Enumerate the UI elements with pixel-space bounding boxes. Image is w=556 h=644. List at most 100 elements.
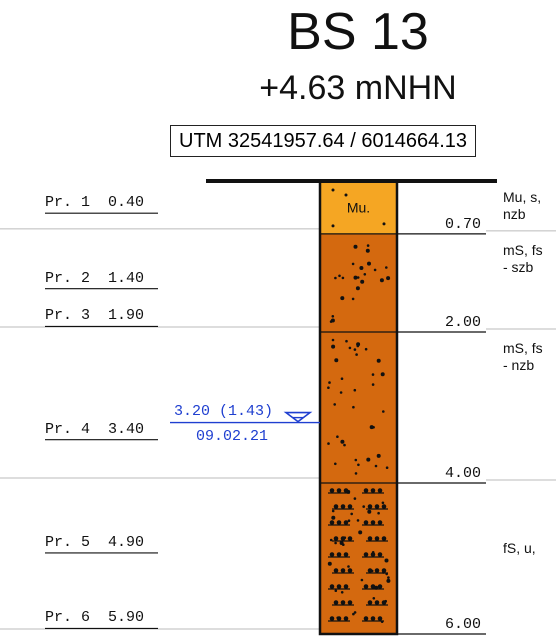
silt-grain	[370, 584, 376, 589]
grain-dot	[355, 353, 358, 356]
grain-dot	[373, 268, 377, 272]
grain-dot	[358, 530, 363, 535]
grain-dot	[371, 373, 375, 376]
silt-grain	[381, 504, 387, 509]
grain-dot	[353, 244, 358, 249]
silt-grain	[343, 488, 349, 493]
grain-dot	[334, 276, 337, 280]
silt-grain	[370, 488, 376, 493]
silt-grain	[347, 504, 353, 509]
silt-grain	[377, 584, 383, 589]
grain-dot	[362, 505, 366, 508]
grain-dot	[386, 276, 391, 281]
silt-grain	[347, 568, 353, 573]
silt-grain	[377, 616, 383, 621]
grain-dot	[387, 576, 390, 579]
grain-dot	[329, 538, 333, 542]
grain-dot	[356, 519, 360, 522]
grain-dot	[376, 453, 381, 458]
silt-grain	[374, 504, 380, 509]
silt-grain	[363, 488, 369, 493]
grain-dot	[376, 358, 381, 363]
grain-dot	[347, 565, 350, 568]
grain-dot	[351, 297, 355, 301]
grain-dot	[360, 279, 365, 284]
grain-dot	[339, 541, 344, 545]
silt-grain	[381, 600, 387, 605]
silt-grain	[367, 536, 373, 541]
silt-grain	[377, 520, 383, 525]
grain-dot	[381, 501, 385, 505]
silt-grain	[377, 488, 383, 493]
silt-grain	[329, 552, 335, 557]
silt-grain	[340, 600, 346, 605]
silt-grain	[340, 504, 346, 509]
layer-fill	[320, 233, 397, 332]
borehole-elevation: +4.63 mNHN	[259, 69, 457, 107]
silt-grain	[336, 616, 342, 621]
grain-dot	[374, 464, 378, 468]
sample-label: Pr. 5 4.90	[45, 533, 145, 551]
grain-dot	[371, 383, 375, 386]
borehole-title: BS 13	[287, 3, 429, 61]
silt-grain	[367, 504, 373, 509]
grain-dot	[353, 348, 357, 351]
grain-dot	[357, 463, 360, 467]
grain-dot	[340, 439, 345, 444]
silt-grain	[343, 616, 349, 621]
grain-dot	[372, 597, 376, 600]
grain-dot	[331, 224, 335, 228]
layer-description: Mu, s, nzb	[503, 189, 542, 222]
grain-dot	[355, 286, 360, 291]
grain-dot	[345, 339, 348, 343]
sample-label: Pr. 1 0.40	[45, 194, 145, 212]
silt-grain	[374, 600, 380, 605]
silt-grain	[363, 552, 369, 557]
groundwater-date: 09.02.21	[196, 427, 269, 445]
grain-dot	[331, 344, 336, 349]
silt-grain	[374, 536, 380, 541]
grain-dot	[344, 193, 348, 197]
silt-grain	[336, 488, 342, 493]
grain-dot	[334, 462, 337, 466]
groundwater-triangle-icon	[283, 411, 313, 423]
silt-grain	[329, 616, 335, 621]
silt-grain	[370, 552, 376, 557]
silt-grain	[343, 520, 349, 525]
sample-label: Pr. 4 3.40	[45, 420, 145, 438]
grain-dot	[341, 276, 345, 280]
grain-dot	[331, 188, 335, 192]
grain-dot	[353, 497, 357, 500]
sample-label: Pr. 3 1.90	[45, 307, 145, 325]
grain-dot	[352, 612, 355, 616]
silt-grain	[340, 536, 346, 541]
sample-label: Pr. 6 5.90	[45, 609, 145, 627]
grain-dot	[331, 338, 335, 342]
grain-dot	[380, 372, 385, 377]
grain-dot	[356, 344, 360, 348]
silt-grain	[329, 584, 335, 589]
grain-dot	[385, 466, 389, 470]
grain-dot	[382, 222, 386, 226]
silt-grain	[333, 600, 339, 605]
grain-dot	[352, 405, 355, 409]
grain-dot	[328, 381, 331, 384]
utm-coordinates: UTM 32541957.64 / 6014664.13	[170, 125, 476, 157]
silt-grain	[363, 616, 369, 621]
grain-dot	[340, 591, 344, 594]
grain-dot	[331, 509, 335, 513]
silt-grain	[381, 568, 387, 573]
silt-grain	[336, 520, 342, 525]
grain-dot	[366, 244, 370, 247]
grain-dot	[327, 386, 330, 390]
grain-dot	[336, 435, 339, 439]
silt-grain	[377, 552, 383, 557]
grain-dot	[359, 266, 364, 270]
grain-dot	[333, 403, 337, 406]
grain-dot	[339, 391, 343, 394]
grain-dot	[330, 318, 335, 323]
grain-dot	[347, 519, 351, 522]
grain-dot	[386, 578, 391, 583]
